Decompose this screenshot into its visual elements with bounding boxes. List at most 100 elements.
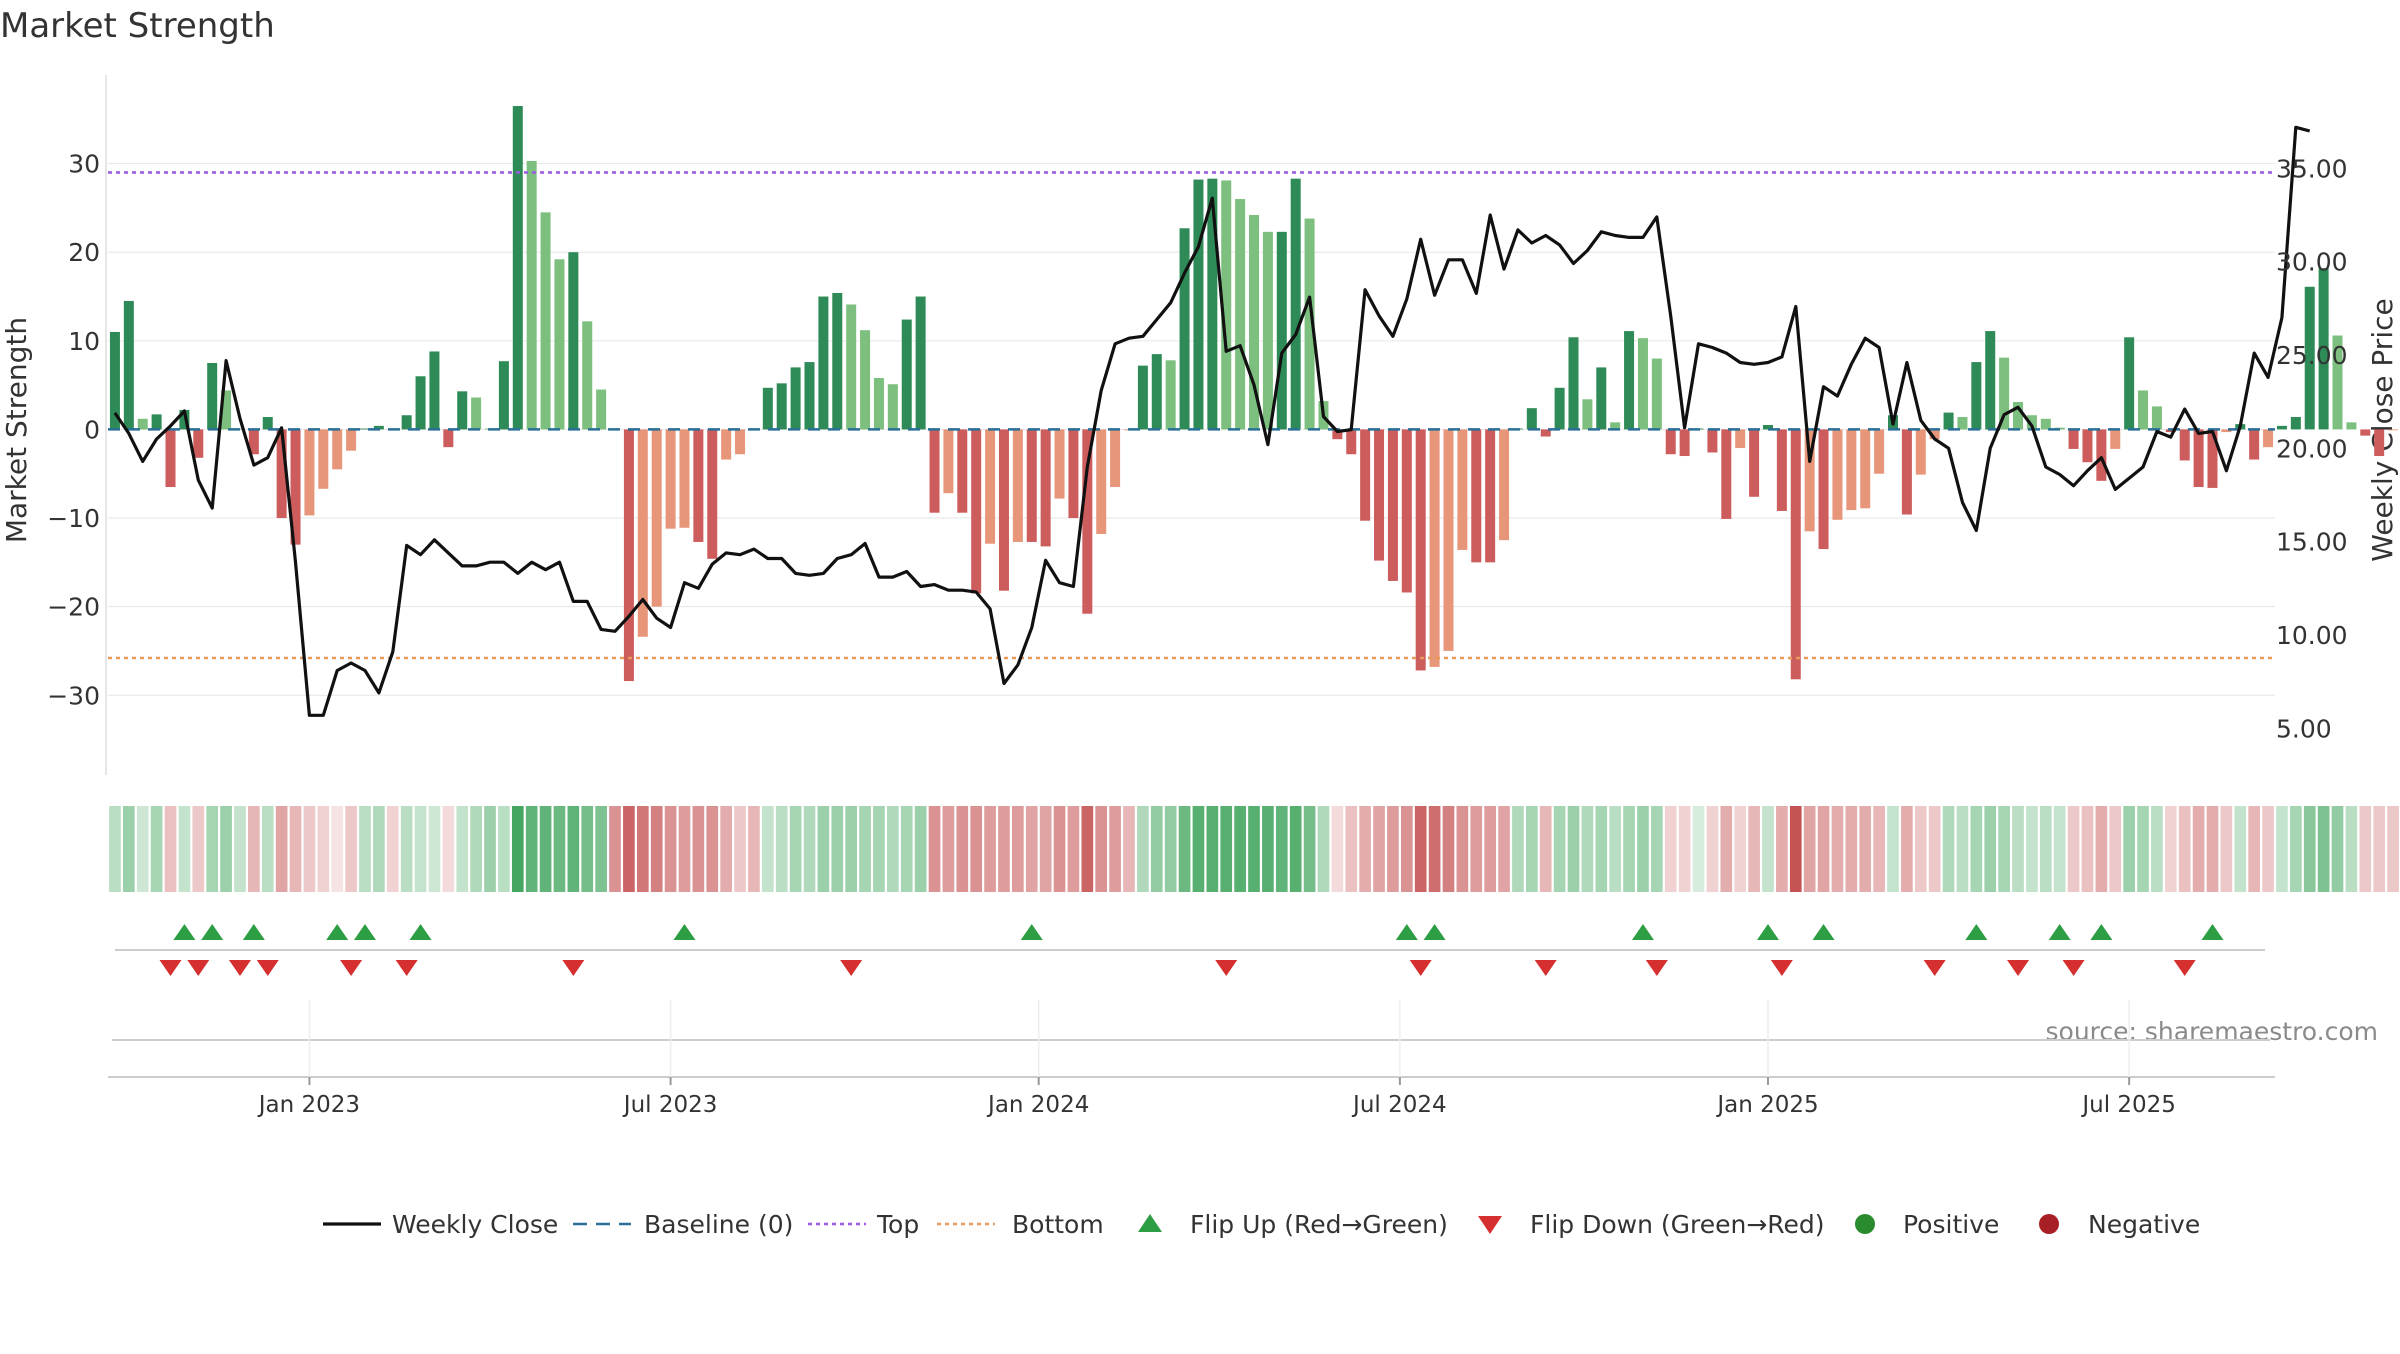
strength-bar xyxy=(2263,429,2274,448)
strip-cell xyxy=(1887,806,1899,892)
strength-bar xyxy=(2304,286,2315,430)
strip-cell xyxy=(775,806,788,892)
strip-cell xyxy=(1873,806,1885,892)
strip-cell xyxy=(1817,806,1830,892)
flip-down-marker xyxy=(840,960,863,976)
strip-cell xyxy=(275,806,288,892)
legend-label: Flip Up (Red→Green) xyxy=(1190,1210,1448,1239)
strip-cell xyxy=(386,806,399,892)
strength-bar xyxy=(401,415,412,430)
strip-cell xyxy=(803,806,816,892)
strip-cell xyxy=(553,806,566,892)
strip-cell xyxy=(970,806,983,892)
strip-cell xyxy=(1567,806,1580,892)
legend-item: Flip Down (Green→Red) xyxy=(1478,1210,1825,1239)
strength-bar xyxy=(1762,425,1773,430)
strength-bar xyxy=(1985,331,1996,430)
strip-cell xyxy=(2373,806,2386,892)
x-tick-label: Jul 2025 xyxy=(2080,1092,2176,1118)
strength-bar xyxy=(2249,429,2260,460)
strength-bar xyxy=(832,292,843,430)
circle-icon xyxy=(2039,1214,2059,1234)
strength-bar xyxy=(1012,429,1023,542)
strength-bar xyxy=(957,429,968,513)
strength-bar xyxy=(623,429,634,682)
strength-bar xyxy=(179,409,190,430)
y2-tick-label: 15.00 xyxy=(2276,528,2348,557)
strength-bar xyxy=(2110,429,2121,449)
strip-cell xyxy=(1234,806,1246,892)
strip-cell xyxy=(2206,806,2219,892)
weekly-close-line xyxy=(113,125,2311,717)
strength-bar xyxy=(1401,429,1412,593)
strip-cell xyxy=(1623,806,1635,892)
y-ticks: 30 20 10 0 −10 −20 −30 35.00 30.00 25.00 20.00 15.0… xyxy=(47,150,2347,744)
strength-bar xyxy=(1874,429,1885,474)
flip-up-marker xyxy=(1812,924,1835,940)
strip-cell xyxy=(2109,806,2122,892)
strength-bar xyxy=(2138,390,2149,430)
strength-bar xyxy=(2013,401,2024,430)
strength-bar xyxy=(1151,354,1162,430)
strength-bar xyxy=(943,429,954,494)
y-tick-label: −20 xyxy=(47,593,100,622)
strength-bar xyxy=(332,429,343,470)
strength-bar xyxy=(1137,365,1148,430)
strip-cell xyxy=(1984,806,1997,892)
strip-cell xyxy=(1345,806,1358,892)
strip-cell xyxy=(525,806,538,892)
strip-cell xyxy=(1553,806,1566,892)
strip-cell xyxy=(2164,806,2177,892)
strip-cell xyxy=(1025,806,1038,892)
strip-cell xyxy=(1484,806,1496,892)
y-tick-label: −30 xyxy=(47,681,100,710)
strength-bar xyxy=(1707,429,1718,453)
strip-cell xyxy=(1651,806,1663,892)
strip-cell xyxy=(2012,806,2024,892)
strength-bar xyxy=(637,429,648,637)
strength-bar xyxy=(1262,231,1273,430)
x-tick-label: Jan 2024 xyxy=(986,1092,1089,1118)
strip-cell xyxy=(511,806,524,892)
legend-item: Weekly Close xyxy=(323,1210,558,1239)
strip-cell xyxy=(2067,806,2080,892)
x-tick-label: Jul 2023 xyxy=(622,1092,718,1118)
flip-up-marker xyxy=(1756,924,1779,940)
flip-down-marker xyxy=(562,960,585,976)
strip-cell xyxy=(761,806,774,892)
strength-bar xyxy=(1665,429,1676,455)
strip-cell xyxy=(192,806,205,892)
strip-cell xyxy=(1609,806,1622,892)
strip-cell xyxy=(1150,806,1163,892)
y2-tick-label: 5.00 xyxy=(2276,714,2332,743)
strength-bar xyxy=(1471,429,1482,563)
strength-bar xyxy=(2374,429,2385,457)
strength-bar xyxy=(1110,429,1121,488)
y-axis-label: Market Strength xyxy=(0,317,33,543)
strip-cell xyxy=(581,806,594,892)
strength-bar xyxy=(373,425,384,430)
strip-cell xyxy=(539,806,552,892)
flip-down-marker xyxy=(2007,960,2030,976)
flip-up-marker xyxy=(1965,924,1988,940)
strength-strip xyxy=(109,806,2399,892)
strength-bar xyxy=(1860,429,1871,509)
strip-cell xyxy=(1512,806,1524,892)
triangle-up-icon xyxy=(1138,1214,1162,1232)
strength-bar xyxy=(2360,429,2371,436)
strip-cell xyxy=(1303,806,1316,892)
strength-bar xyxy=(415,376,426,430)
strip-cell xyxy=(1637,806,1649,892)
strength-bar xyxy=(873,378,884,430)
strength-bar xyxy=(1054,429,1065,499)
strip-cell xyxy=(1164,806,1177,892)
strip-cell xyxy=(2276,806,2288,892)
strength-bar xyxy=(151,414,162,430)
strength-bar xyxy=(1068,429,1079,519)
strip-cell xyxy=(1595,806,1608,892)
strip-cell xyxy=(2262,806,2274,892)
strip-cell xyxy=(136,806,149,892)
strip-cell xyxy=(2123,806,2135,892)
